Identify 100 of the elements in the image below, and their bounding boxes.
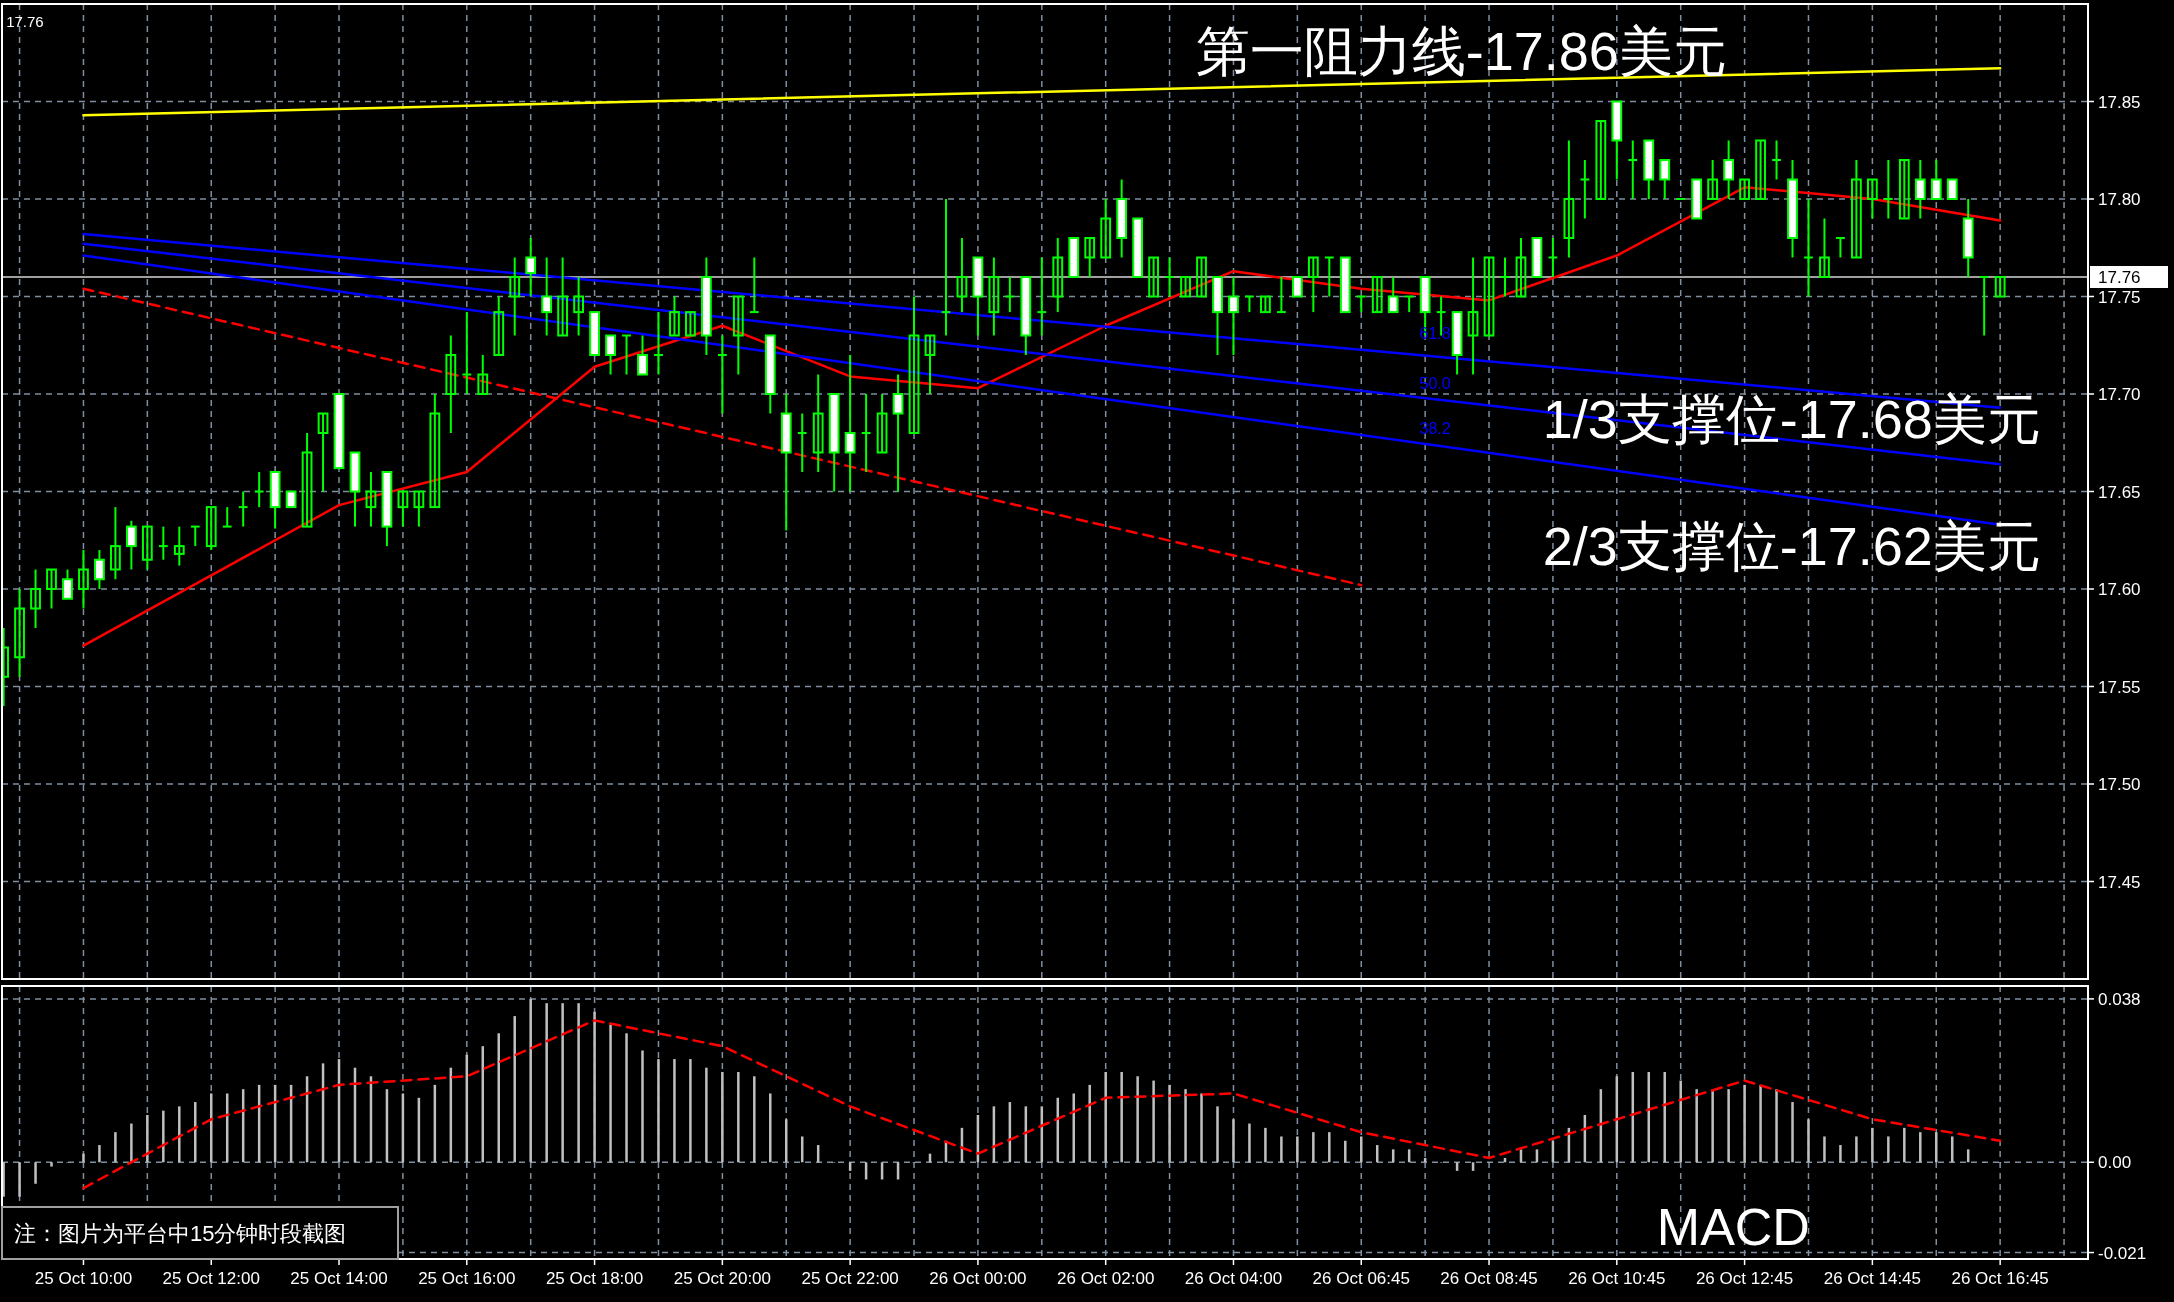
candlestick	[1771, 139, 1782, 181]
candlestick	[732, 295, 744, 376]
bar	[1791, 1102, 1794, 1163]
candlestick	[157, 525, 169, 561]
candlestick	[892, 373, 904, 493]
candlestick	[621, 334, 632, 376]
candlestick	[844, 354, 856, 493]
candlestick	[1851, 159, 1862, 259]
bar	[1823, 1136, 1826, 1163]
candlestick	[1084, 237, 1096, 278]
candlestick	[189, 525, 201, 548]
y-tick-label: 17.60	[2098, 580, 2141, 599]
candlestick	[317, 412, 329, 493]
candlestick	[685, 311, 696, 337]
bar	[1312, 1132, 1315, 1163]
candlestick	[988, 256, 1000, 337]
candlestick	[477, 354, 489, 395]
bar	[1296, 1136, 1299, 1163]
bar	[1328, 1132, 1331, 1163]
candlestick	[1563, 139, 1575, 259]
bar	[1775, 1089, 1778, 1163]
candlestick	[30, 568, 41, 629]
y-tick-label: 17.65	[2098, 482, 2141, 502]
x-tick-label: 25 Oct 16:00	[418, 1269, 516, 1288]
bar	[82, 1153, 85, 1163]
y-tick-label: 17.50	[2098, 775, 2141, 794]
candlestick	[637, 334, 648, 376]
y-tick-label: 17.85	[2098, 92, 2141, 112]
candlestick	[1866, 178, 1878, 220]
bar	[705, 1067, 708, 1163]
candlestick	[1100, 198, 1112, 259]
y-tick-label: 17.70	[2098, 385, 2141, 404]
candlestick	[525, 237, 537, 298]
bar	[1727, 1089, 1730, 1163]
line-series	[82, 1019, 2002, 1190]
candlestick	[1595, 120, 1607, 200]
candlestick	[716, 334, 728, 415]
candlestick	[1180, 276, 1191, 298]
candlestick	[956, 237, 968, 314]
candlestick	[237, 490, 249, 528]
candlestick	[573, 276, 584, 337]
bar	[1280, 1136, 1283, 1163]
candlestick	[812, 373, 824, 473]
bar	[1168, 1084, 1171, 1163]
candlestick	[1627, 139, 1639, 200]
candlestick	[365, 471, 377, 528]
candlestick	[796, 412, 808, 473]
bar	[1903, 1127, 1906, 1163]
x-tick-label: 25 Oct 12:00	[162, 1269, 260, 1288]
bar	[98, 1145, 101, 1163]
ref-line-label: 17.76	[2098, 268, 2141, 287]
candlestick	[14, 588, 25, 678]
x-tick-label: 26 Oct 10:45	[1568, 1269, 1666, 1288]
annotation: 50.0	[1419, 375, 1451, 393]
candlestick	[1036, 256, 1048, 337]
annotation: 17.76	[6, 12, 44, 30]
bar	[1711, 1089, 1714, 1163]
candlestick	[541, 256, 553, 337]
bar	[114, 1132, 117, 1163]
bar	[1232, 1119, 1235, 1163]
candlestick	[493, 295, 505, 356]
candlestick	[860, 393, 872, 473]
candlestick	[1244, 295, 1255, 314]
bar	[561, 1003, 564, 1163]
bar	[18, 1162, 21, 1197]
annotation: MACD	[1656, 1197, 1810, 1256]
x-tick-label: 25 Oct 14:00	[290, 1269, 388, 1288]
bar	[1152, 1080, 1155, 1163]
candlestick	[1819, 217, 1830, 278]
bar	[1695, 1089, 1698, 1163]
candlestick	[221, 506, 233, 528]
annotation: 注：图片为平台中15分钟时段截图	[14, 1221, 347, 1246]
candlestick	[1739, 178, 1750, 200]
bar	[753, 1076, 756, 1163]
candlestick	[62, 568, 73, 600]
x-tick-label: 25 Oct 10:00	[34, 1269, 133, 1288]
candlestick	[1835, 237, 1846, 259]
bar	[657, 1059, 660, 1163]
bar	[50, 1162, 53, 1167]
candlestick	[445, 334, 457, 434]
bar	[162, 1110, 165, 1163]
candlestick	[908, 295, 920, 434]
candlestick	[1483, 256, 1495, 337]
bar	[513, 1016, 516, 1163]
candlestick	[605, 334, 616, 376]
bar	[689, 1059, 692, 1163]
annotation: 38.2	[1419, 419, 1451, 437]
x-tick-label: 26 Oct 08:45	[1440, 1269, 1538, 1288]
candlestick	[1148, 256, 1159, 298]
candlestick	[1307, 256, 1319, 314]
candlestick	[1052, 237, 1064, 314]
bar	[1344, 1140, 1347, 1163]
candlestick	[1387, 276, 1399, 314]
candlestick	[1371, 276, 1383, 314]
bar	[178, 1106, 181, 1163]
candlestick	[1707, 159, 1719, 200]
candlestick	[748, 256, 760, 314]
bar	[545, 1003, 548, 1163]
candlestick	[253, 471, 265, 509]
candlestick	[78, 549, 89, 610]
